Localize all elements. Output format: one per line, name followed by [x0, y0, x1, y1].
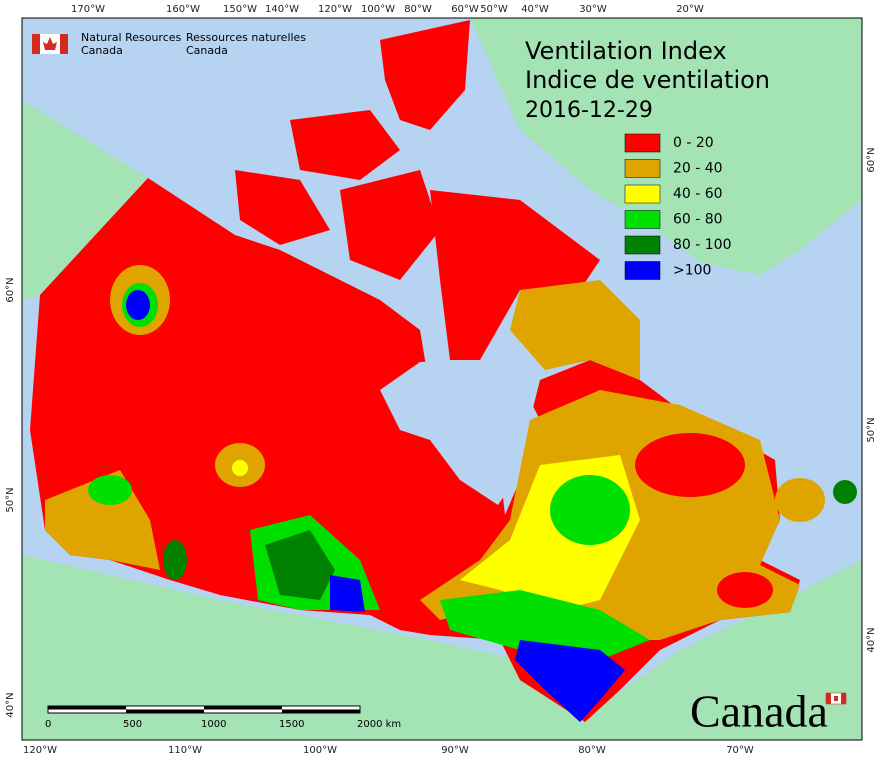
graticule-label: 150°W	[223, 4, 257, 15]
graticule-label: 60°W	[451, 4, 479, 15]
scale-segment	[126, 709, 204, 713]
agency-fr: Ressources naturelles	[186, 31, 306, 44]
graticule-label: 120°W	[318, 4, 352, 15]
legend-swatch	[624, 235, 661, 255]
graticule-label: 30°W	[579, 4, 607, 15]
graticule-label: 40°N	[5, 692, 16, 717]
graticule-labels: 170°W 160°W 150°W 140°W 120°W 100°W 80°W 60°W 50…	[5, 4, 877, 756]
scale-segment	[204, 706, 282, 710]
agency-en: Natural Resources	[81, 31, 182, 44]
area-over-100	[515, 640, 625, 722]
graticule-label: 50°N	[866, 417, 877, 442]
legend-label: 40 - 60	[673, 186, 723, 202]
wordmark-flag	[826, 693, 831, 704]
title: Ventilation Index	[525, 37, 727, 65]
scale-label: 1500	[279, 719, 304, 730]
alaska	[22, 100, 148, 300]
wordmark-flag	[841, 693, 846, 704]
flag-leaf	[43, 37, 57, 50]
graticule-label: 100°W	[303, 745, 337, 756]
map-border	[21, 17, 863, 741]
scale-segment	[282, 709, 360, 713]
graticule-label: 20°W	[676, 4, 704, 15]
wordmark: Canada	[690, 686, 847, 737]
legend-label: 0 - 20	[673, 135, 714, 151]
area-80-100	[833, 480, 857, 504]
hudson-bay	[380, 360, 540, 505]
area-60-80	[440, 590, 650, 660]
area-80-100	[163, 540, 187, 580]
arctic-islands	[235, 20, 640, 380]
scale-label: 1000	[201, 719, 226, 730]
scale-label: 0	[45, 719, 51, 730]
area-60-80	[88, 475, 132, 505]
area-80-100	[265, 530, 335, 600]
graticule-label: 50°W	[480, 4, 508, 15]
agency-signature: Natural Resources Canada Ressources natu…	[32, 31, 306, 57]
legend-label: 60 - 80	[673, 212, 723, 228]
greenland	[470, 18, 862, 275]
graticule-label: 120°W	[23, 745, 57, 756]
legend-swatch	[624, 184, 661, 204]
area-0-20	[635, 433, 745, 497]
graticule-label: 60°N	[5, 277, 16, 302]
area-60-80	[550, 475, 630, 545]
graticule-label: 60°N	[866, 147, 877, 172]
scale-label: 2000 km	[357, 719, 401, 730]
agency-en: Canada	[81, 44, 123, 57]
scale-label: 500	[123, 719, 142, 730]
graticule-label: 50°N	[5, 487, 16, 512]
area-20-40	[45, 470, 160, 570]
date: 2016-12-29	[525, 98, 653, 123]
area-20-40	[775, 478, 825, 522]
wordmark-flag	[834, 696, 838, 701]
island	[235, 170, 330, 245]
legend-label: 80 - 100	[673, 237, 732, 253]
legend-swatch	[624, 261, 661, 280]
area-0-20	[717, 572, 773, 608]
index-areas	[45, 265, 857, 722]
flag-bar	[60, 34, 68, 54]
map-area	[22, 18, 862, 740]
graticule-label: 100°W	[361, 4, 395, 15]
graticule-label: 170°W	[71, 4, 105, 15]
area-over-100	[330, 575, 365, 612]
island	[340, 170, 440, 280]
legend-swatch	[624, 159, 661, 178]
graticule-label: 70°W	[726, 745, 754, 756]
graticule-label: 90°W	[441, 745, 469, 756]
graticule-label: 80°W	[578, 745, 606, 756]
legend: 0 - 20 20 - 40 40 - 60 60 - 80 80 - 100 >100	[624, 133, 732, 280]
area-over-100	[126, 290, 150, 320]
usa	[22, 555, 862, 740]
legend-label: >100	[673, 263, 711, 279]
legend-swatch	[624, 133, 661, 153]
area-40-60	[232, 460, 248, 476]
scale-bar: 0 500 1000 1500 2000 km	[45, 705, 401, 730]
legend-swatch	[624, 210, 661, 229]
graticule-label: 80°W	[404, 4, 432, 15]
legend-label: 20 - 40	[673, 161, 723, 177]
graticule-label: 40°N	[866, 627, 877, 652]
island	[430, 190, 600, 360]
island	[290, 110, 400, 180]
flag-bar	[32, 34, 40, 54]
scale-segment	[48, 706, 126, 710]
title: Indice de ventilation	[525, 66, 770, 94]
wordmark-text: Canada	[690, 686, 828, 737]
graticule-label: 160°W	[166, 4, 200, 15]
graticule-label: 40°W	[521, 4, 549, 15]
island	[380, 20, 470, 130]
island	[510, 280, 640, 380]
graticule-label: 110°W	[168, 745, 202, 756]
graticule-label: 140°W	[265, 4, 299, 15]
agency-fr: Canada	[186, 44, 228, 57]
